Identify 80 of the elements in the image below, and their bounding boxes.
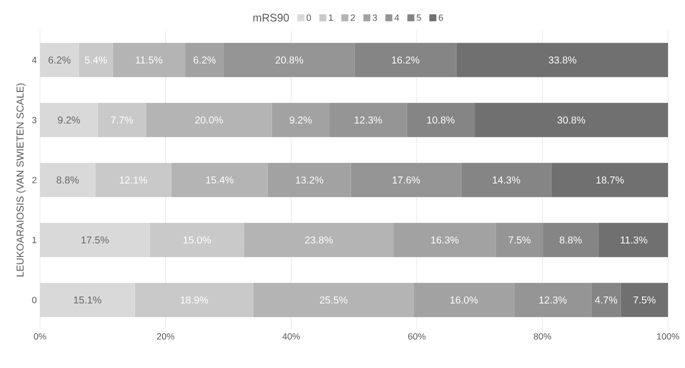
y-tick-label: 0 (32, 296, 36, 304)
bar (394, 222, 496, 258)
bar (350, 162, 462, 198)
legend-label: 5 (416, 14, 421, 21)
x-tick-label: 20% (157, 333, 174, 340)
data-label: 30.8% (557, 116, 586, 124)
data-label: 17.5% (82, 236, 109, 244)
data-label: 13.2% (296, 176, 324, 184)
bar (171, 162, 268, 198)
legend-label: 4 (394, 14, 400, 21)
data-label: 11.3% (620, 236, 648, 244)
data-label: 16.0% (450, 296, 478, 304)
legend-label: 1 (329, 14, 333, 21)
bar (354, 42, 456, 78)
data-label: 7.5% (508, 236, 531, 244)
data-label: 8.8% (56, 176, 79, 184)
data-label: 11.5% (136, 56, 162, 64)
data-label: 9.2% (290, 116, 312, 124)
y-tick-label: 1 (32, 236, 36, 244)
data-label: 8.8% (560, 236, 582, 244)
data-label: 20.8% (276, 56, 304, 64)
data-label: 7.5% (634, 296, 656, 304)
x-tick-label: 80% (534, 333, 552, 340)
bar (461, 162, 552, 198)
legend-label: 2 (350, 14, 355, 21)
y-tick-label: 3 (32, 116, 36, 124)
data-label: 17.6% (392, 176, 420, 184)
bar (543, 222, 598, 258)
legend-title: mRS90 (253, 14, 289, 22)
data-label: 23.8% (305, 236, 333, 244)
data-label: 15.4% (206, 176, 234, 184)
bar (496, 222, 544, 258)
data-label: 6.2% (48, 56, 71, 64)
bar (254, 282, 414, 318)
data-label: 9.2% (58, 116, 80, 124)
x-tick-label: 100% (657, 333, 680, 340)
bar (406, 102, 475, 138)
x-tick-label: 40% (282, 333, 300, 340)
bar (150, 222, 244, 258)
data-label: 33.8% (548, 56, 576, 64)
bar (268, 162, 351, 198)
bar (134, 282, 254, 318)
bar (78, 42, 113, 78)
data-label: 16.2% (392, 56, 420, 64)
data-label: 6.2% (194, 56, 216, 64)
x-tick-label: 0% (34, 333, 46, 340)
bar (551, 162, 668, 198)
bar (620, 282, 668, 318)
data-label: 10.8% (427, 116, 454, 124)
bar (272, 102, 330, 138)
y-tick-label: 2 (32, 176, 36, 184)
x-tick-label: 60% (408, 333, 426, 340)
bar (514, 282, 592, 318)
y-tick-label: 4 (32, 56, 37, 64)
data-label: 16.3% (431, 236, 459, 244)
bar (185, 42, 224, 78)
data-label: 12.3% (539, 296, 567, 304)
bar (95, 162, 172, 198)
bar (112, 42, 186, 78)
bar (598, 222, 668, 258)
legend-label: 6 (438, 14, 443, 21)
bar (244, 222, 394, 258)
data-label: 14.3% (492, 176, 520, 184)
bar (456, 42, 668, 78)
bar (591, 282, 621, 318)
bar (146, 102, 272, 138)
data-label: 4.7% (594, 296, 618, 304)
bar (224, 42, 355, 78)
data-label: 15.1% (74, 296, 102, 304)
bar (98, 102, 146, 138)
bar (414, 282, 514, 318)
bar (330, 102, 407, 138)
bar (474, 102, 668, 138)
y-axis-title: LEUKOARAIOSIS (VAN SWIETEN SCALE) (16, 83, 26, 276)
data-label: 12.3% (354, 116, 382, 124)
data-label: 18.7% (596, 176, 624, 184)
data-label: 20.0% (195, 116, 223, 124)
legend-label: 0 (306, 14, 311, 21)
legend-label: 3 (372, 14, 377, 21)
data-label: 25.5% (320, 296, 348, 304)
